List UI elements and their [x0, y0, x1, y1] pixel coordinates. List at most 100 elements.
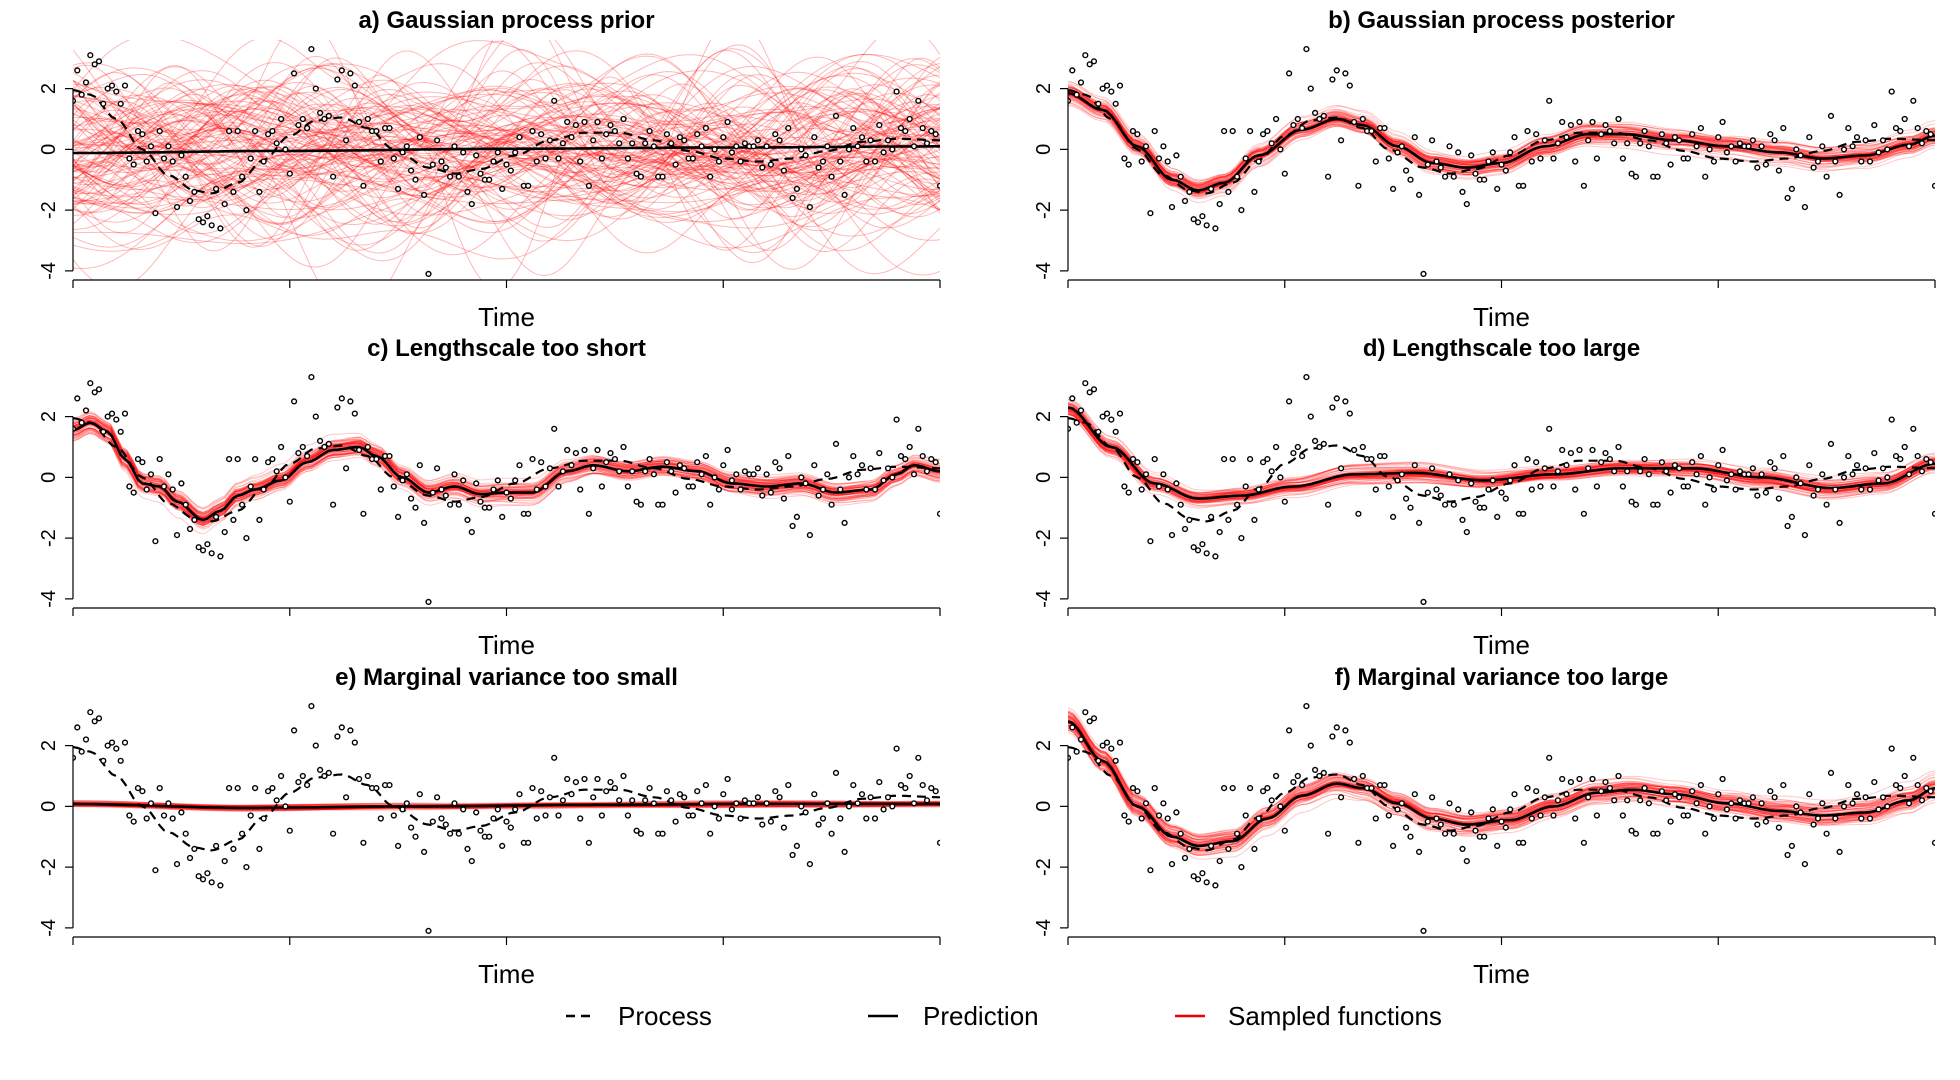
- observation-point: [1593, 155, 1601, 162]
- sampled-function-line: [1068, 725, 1935, 850]
- observation-point: [152, 538, 159, 545]
- observation-point: [1077, 79, 1085, 86]
- observation-point: [1693, 143, 1700, 150]
- x-axis-label: Time: [478, 630, 535, 660]
- sampled-function-line: [73, 67, 940, 174]
- observation-point: [325, 440, 332, 448]
- observation-point: [1892, 781, 1900, 789]
- observation-point: [1155, 483, 1163, 490]
- sampled-functions: [73, 40, 940, 280]
- observation-point: [793, 185, 801, 193]
- observation-point: [1134, 459, 1141, 466]
- observation-point: [876, 450, 883, 457]
- observation-point: [347, 727, 354, 734]
- observation-point: [1381, 453, 1388, 460]
- sampled-function-line: [1068, 723, 1935, 856]
- observation-point: [1554, 140, 1562, 147]
- observation-point: [269, 128, 276, 135]
- plot-area: [1068, 45, 1935, 278]
- plot-area: [1068, 702, 1935, 935]
- sampled-function-line: [73, 132, 940, 227]
- observation-point: [1246, 128, 1254, 135]
- sampled-function-line: [1068, 90, 1935, 190]
- observation-point: [147, 471, 155, 478]
- observation-point: [1394, 149, 1401, 156]
- observation-point: [1190, 544, 1197, 551]
- observation-point: [1593, 812, 1601, 819]
- observation-point: [1589, 446, 1596, 454]
- observation-point: [776, 465, 783, 472]
- observation-point: [1489, 149, 1496, 156]
- observation-point: [390, 812, 397, 819]
- observation-point: [1311, 109, 1319, 117]
- observation-point: [642, 797, 649, 804]
- observation-point: [1745, 800, 1752, 807]
- observation-point: [1233, 830, 1241, 837]
- observation-point: [741, 468, 749, 475]
- observation-point: [473, 809, 480, 816]
- observation-point: [95, 386, 103, 393]
- observation-point: [845, 146, 853, 153]
- sampled-function-line: [73, 49, 940, 173]
- observation-point: [1220, 128, 1228, 135]
- observation-point: [447, 501, 454, 508]
- observation-point: [1628, 498, 1635, 505]
- observation-point: [698, 471, 705, 478]
- observation-point: [815, 492, 822, 499]
- observation-point: [291, 70, 298, 77]
- observation-point: [1528, 158, 1535, 165]
- observation-point: [902, 456, 909, 463]
- prediction-line: [73, 145, 940, 155]
- observation-point: [819, 158, 827, 165]
- observation-point: [1572, 158, 1579, 165]
- observation-point: [889, 146, 896, 153]
- observation-point: [663, 788, 671, 795]
- observation-point: [854, 800, 861, 807]
- observation-point: [1611, 140, 1618, 147]
- observation-point: [395, 185, 402, 193]
- sampled-function-line: [73, 88, 940, 220]
- observation-point: [434, 794, 441, 801]
- sampled-function-line: [73, 109, 940, 169]
- observation-point: [199, 219, 207, 226]
- observation-point: [1147, 867, 1154, 874]
- sampled-function-line: [73, 414, 940, 514]
- observation-point: [711, 803, 718, 810]
- observation-point: [733, 143, 740, 150]
- observation-point: [1840, 803, 1848, 810]
- observation-point: [1324, 830, 1332, 837]
- observation-point: [858, 462, 866, 469]
- observation-point: [1918, 797, 1926, 804]
- sampled-function-line: [1068, 406, 1935, 503]
- sampled-function-line: [1068, 403, 1935, 494]
- y-tick-label: -4: [38, 262, 60, 280]
- observation-point: [1333, 395, 1340, 402]
- observation-point: [252, 784, 259, 792]
- sampled-function-line: [1068, 715, 1935, 843]
- sampled-function-line: [1068, 92, 1935, 190]
- observation-point: [1901, 443, 1908, 451]
- observation-point: [1229, 456, 1236, 463]
- observation-point: [1888, 416, 1895, 423]
- sampled-function-line: [73, 127, 940, 224]
- observation-point: [1112, 100, 1119, 107]
- observation-point: [910, 143, 918, 150]
- observation-point: [460, 806, 467, 813]
- y-tick-label: -2: [38, 858, 60, 876]
- observation-point: [923, 140, 931, 147]
- observation-point: [1767, 788, 1774, 795]
- observation-point: [473, 480, 480, 487]
- observation-point: [1207, 513, 1215, 521]
- observation-point: [1749, 465, 1757, 472]
- observation-point: [1888, 745, 1895, 752]
- observation-point: [139, 788, 146, 795]
- observation-point: [1103, 739, 1111, 746]
- observation-point: [134, 784, 142, 792]
- observation-point: [1142, 143, 1150, 150]
- observation-point: [629, 140, 636, 147]
- observation-point: [854, 471, 861, 478]
- observation-point: [1598, 788, 1605, 795]
- observation-point: [1368, 456, 1375, 463]
- observation-point: [1307, 742, 1314, 749]
- observation-point: [1689, 788, 1696, 795]
